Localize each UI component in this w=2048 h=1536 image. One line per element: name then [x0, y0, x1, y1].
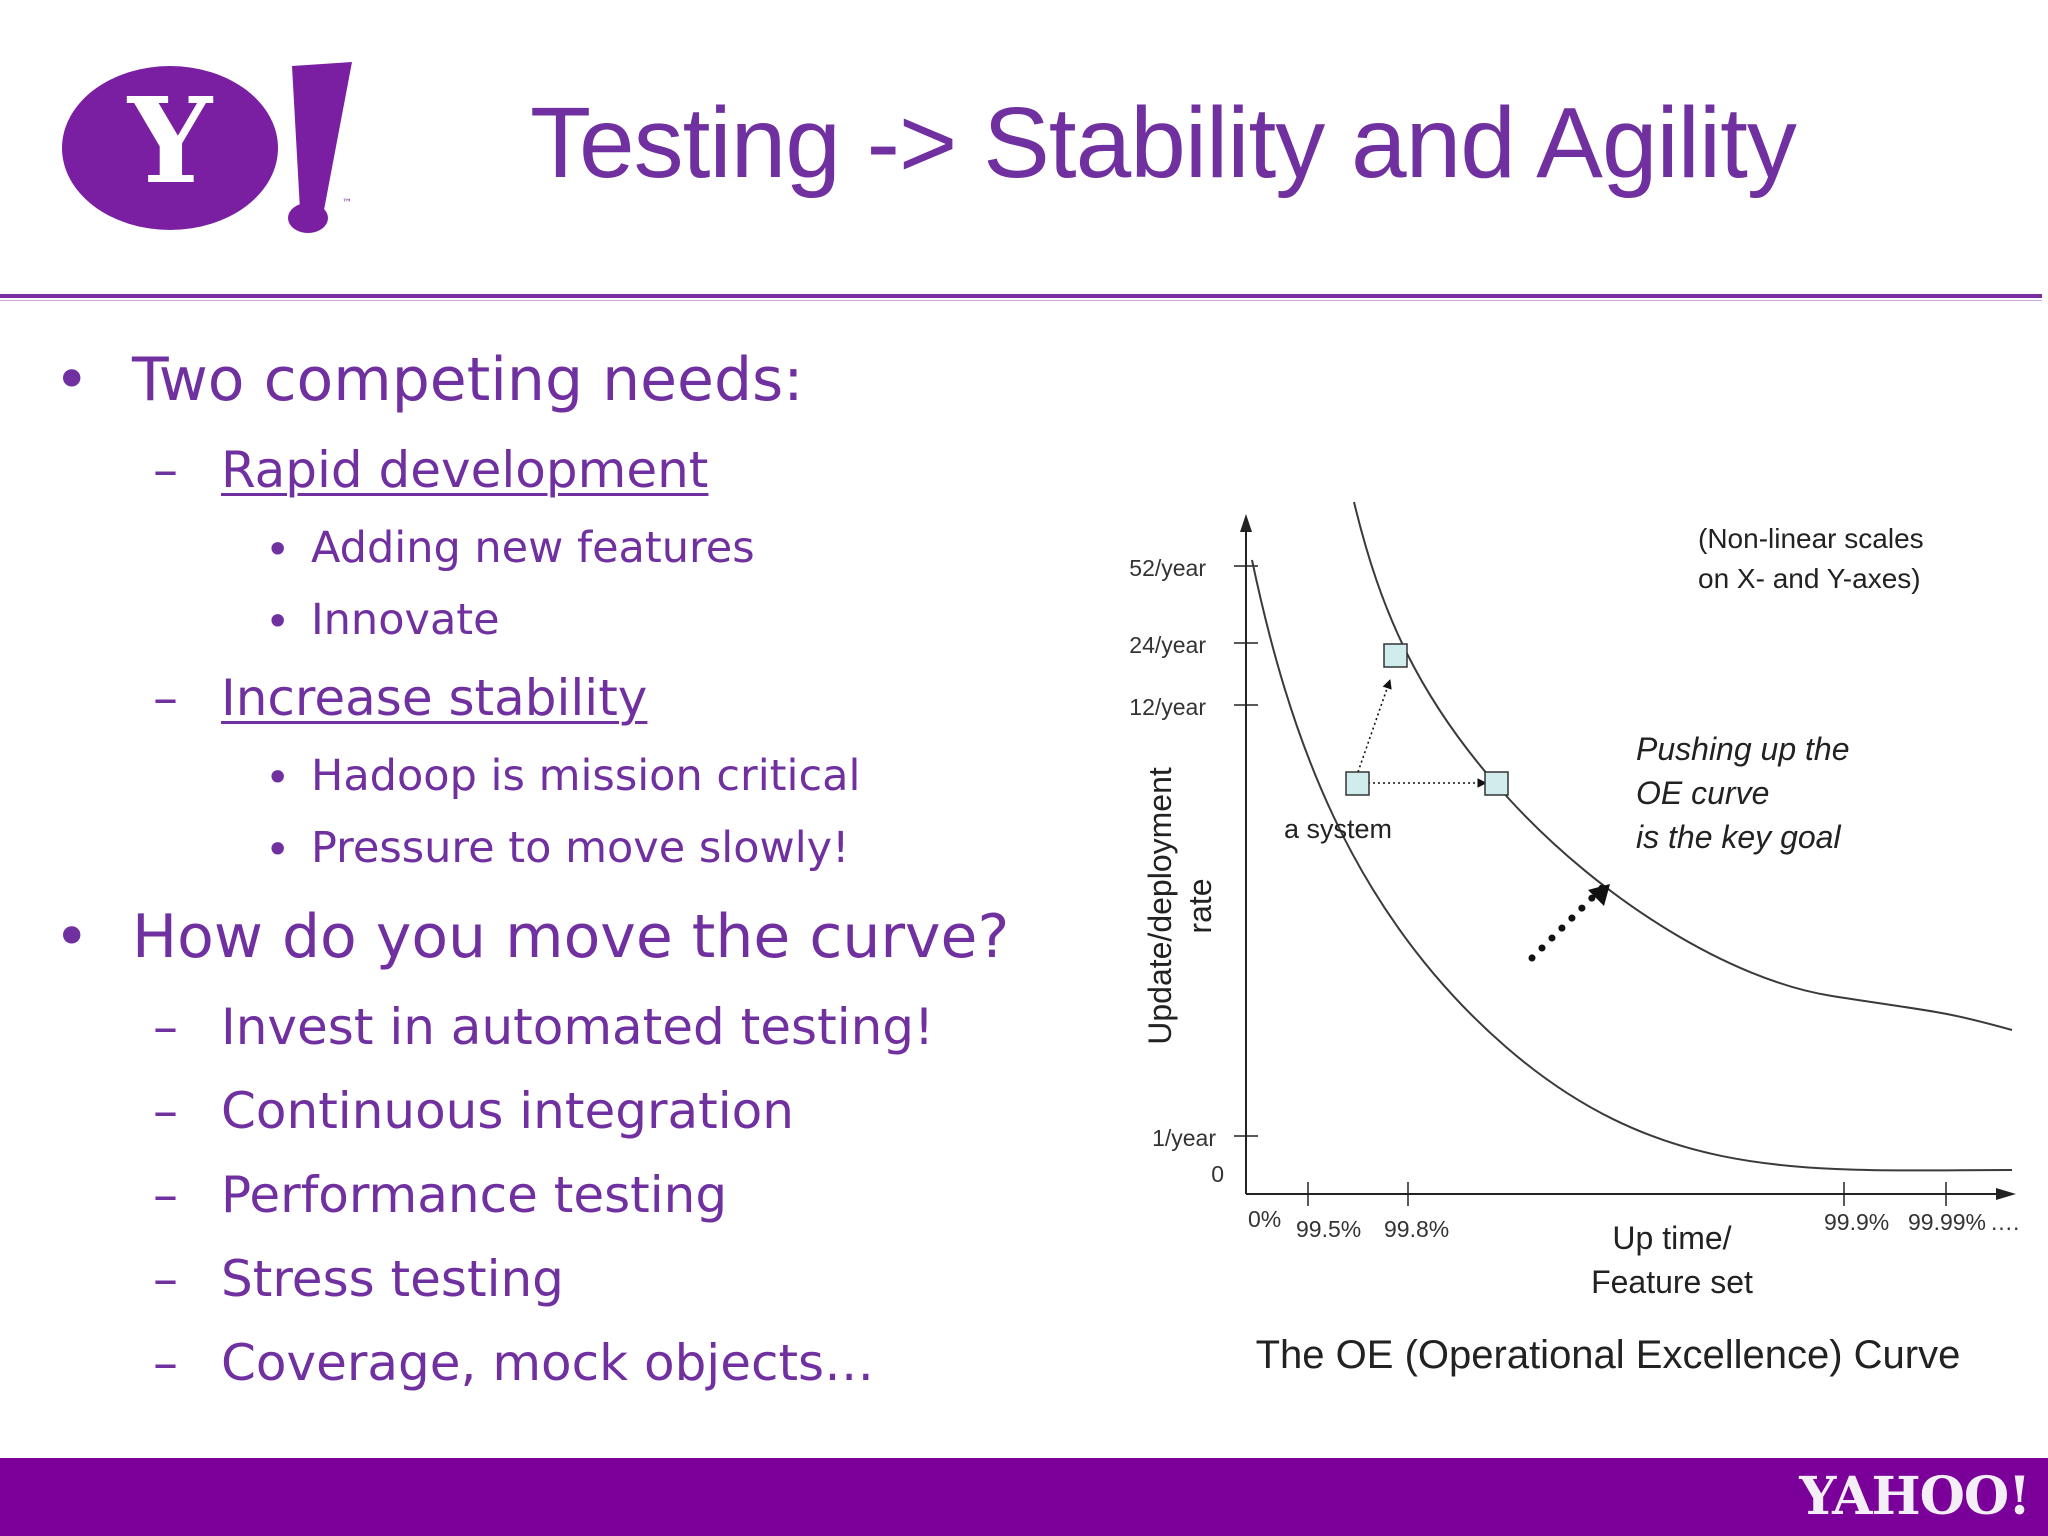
y-tick-label: 1/year — [1152, 1125, 1216, 1151]
push-arrow-head — [1588, 884, 1610, 906]
push-arrow-dots — [1528, 884, 1606, 962]
bullet-marker: • — [265, 825, 291, 875]
sub-bullet-item: – Performance testing — [153, 1166, 728, 1224]
dash-marker: – — [153, 669, 178, 727]
sub-bullet-text-link: Increase stability — [221, 669, 648, 727]
system-marker — [1345, 771, 1370, 796]
y-tick-label: 12/year — [1129, 694, 1206, 720]
sub-bullet-item: – Increase stability — [153, 669, 648, 727]
footer-yahoo-logo: YAHOO! — [1799, 1466, 2031, 1527]
dash-marker: – — [153, 1166, 178, 1224]
title-divider — [0, 294, 2042, 298]
sub-bullet-text-link: Rapid development — [221, 441, 709, 499]
logo-ellipse — [62, 66, 278, 230]
goal-annotation-line: Pushing up the — [1636, 731, 1850, 767]
sub-sub-bullet-text: Hadoop is mission critical — [311, 751, 861, 801]
y-tick-label: 24/year — [1129, 632, 1206, 658]
x-tick-label: 99.9% — [1824, 1209, 1889, 1235]
sub-bullet-text: Stress testing — [221, 1250, 564, 1308]
y-axis-arrowhead — [1240, 514, 1252, 532]
bullet-text: How do you move the curve? — [132, 902, 1010, 972]
improved-marker-right — [1484, 771, 1509, 796]
logo-tm: ™ — [342, 198, 352, 209]
scale-note-line: on X- and Y-axes) — [1698, 563, 1921, 594]
x-tick-label: 0% — [1248, 1206, 1281, 1232]
dash-marker: – — [153, 1334, 178, 1392]
sub-bullet-item: – Stress testing — [153, 1250, 564, 1308]
oe-curve-inner — [1251, 559, 2013, 1172]
sub-sub-bullet-item: • Adding new features — [265, 523, 755, 575]
footer-bar: YAHOO! — [0, 1458, 2048, 1536]
sub-bullet-text: Coverage, mock objects… — [221, 1334, 875, 1392]
logo-exclamation-dot — [288, 203, 328, 233]
bullet-marker: • — [265, 753, 291, 803]
sub-bullet-text: Performance testing — [221, 1166, 728, 1224]
y-axis-title-line: rate — [1182, 878, 1218, 933]
y-tick-label: 0 — [1211, 1161, 1224, 1187]
sub-bullet-text: Continuous integration — [221, 1082, 794, 1140]
sub-bullet-item: – Continuous integration — [153, 1082, 794, 1140]
scale-note-line: (Non-linear scales — [1698, 523, 1924, 554]
dash-marker: – — [153, 1250, 178, 1308]
x-axis-title-line: Up time/ — [1612, 1220, 1731, 1256]
chart-caption: The OE (Operational Excellence) Curve — [1256, 1333, 1961, 1377]
goal-annotation-line: OE curve — [1636, 775, 1769, 811]
yahoo-logo: Y ™ — [60, 60, 360, 240]
dash-marker: – — [153, 998, 178, 1056]
bullet-item: • How do you move the curve? — [54, 902, 1010, 972]
bullet-marker: • — [54, 902, 90, 972]
bullet-marker: • — [54, 345, 90, 415]
bullet-item: • Two competing needs: — [54, 345, 804, 415]
sub-bullet-text: Invest in automated testing! — [221, 998, 935, 1056]
x-tick-label: 99.5% — [1296, 1216, 1361, 1242]
logo-exclamation-bar — [292, 62, 352, 210]
sub-sub-bullet-text: Innovate — [311, 595, 500, 645]
point-label: a system — [1284, 814, 1392, 844]
dotted-arrow-up — [1357, 679, 1392, 773]
dash-marker: – — [153, 441, 178, 499]
sub-sub-bullet-text: Adding new features — [311, 523, 755, 573]
x-axis-arrowhead — [1996, 1188, 2016, 1200]
sub-sub-bullet-item: • Hadoop is mission critical — [265, 751, 861, 803]
bullet-text: Two competing needs: — [132, 345, 804, 415]
sub-sub-bullet-text: Pressure to move slowly! — [311, 823, 850, 873]
x-tick-label: 99.99% — [1908, 1209, 1986, 1235]
bullet-list: • Two competing needs: – Rapid developme… — [0, 0, 1090, 1440]
bullet-marker: • — [265, 525, 291, 575]
sub-sub-bullet-item: • Innovate — [265, 595, 500, 647]
logo-letter: Y — [126, 71, 214, 210]
y-axis-title: Update/deployment rate — [1142, 767, 1218, 1045]
sub-sub-bullet-item: • Pressure to move slowly! — [265, 823, 850, 875]
x-axis-title-line: Feature set — [1591, 1264, 1753, 1300]
x-tick-label: …. — [1990, 1209, 2019, 1235]
dash-marker: – — [153, 1082, 178, 1140]
sub-bullet-item: – Coverage, mock objects… — [153, 1334, 875, 1392]
slide-title: Testing -> Stability and Agility — [530, 87, 1797, 199]
x-tick-label: 99.8% — [1384, 1216, 1449, 1242]
y-tick-label: 52/year — [1129, 555, 1206, 581]
goal-annotation-line: is the key goal — [1636, 819, 1841, 855]
sub-bullet-item: – Rapid development — [153, 441, 709, 499]
y-axis-title-line: Update/deployment — [1142, 767, 1178, 1045]
title-divider-shadow — [0, 300, 2042, 301]
bullet-marker: • — [265, 597, 291, 647]
sub-bullet-item: – Invest in automated testing! — [153, 998, 935, 1056]
improved-marker-up — [1383, 643, 1408, 668]
oe-curve-chart: 52/year 24/year 12/year 1/year 0 0% 99.5… — [1090, 470, 2048, 1430]
